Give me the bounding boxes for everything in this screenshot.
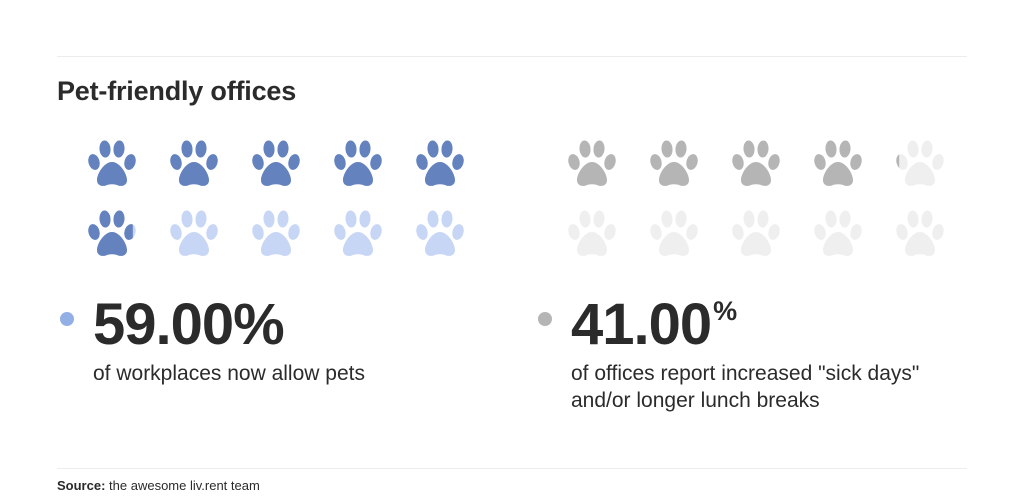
paw-grid-sick-days [566, 138, 946, 268]
paw-icon [732, 140, 780, 186]
paw-icon [252, 140, 300, 186]
workplaces-description: of workplaces now allow pets [93, 362, 365, 385]
paw-grid-workplaces [86, 138, 466, 268]
paw-icon [650, 210, 698, 256]
paw-icon [896, 140, 944, 186]
paw-icon [814, 210, 862, 256]
workplaces-dot-icon [60, 312, 74, 326]
paw-icon [896, 210, 944, 256]
paw-icon [252, 210, 300, 256]
sick-days-description: of offices report increased "sick days" … [571, 362, 920, 412]
paw-icon [568, 210, 616, 256]
source-label: Source: [57, 478, 106, 493]
workplaces-value-percent: % [233, 292, 285, 357]
paw-icon [88, 210, 136, 256]
sick-days-dot-icon [538, 312, 552, 326]
sick-days-stat-value: 41.00% [571, 296, 737, 354]
source-text: the awesome liv.rent team [109, 478, 260, 493]
paw-icon [416, 210, 464, 256]
paw-icon [170, 140, 218, 186]
paw-icon [814, 140, 862, 186]
paw-icon [170, 210, 218, 256]
paw-icon [568, 140, 616, 186]
paw-icon [88, 140, 136, 186]
paw-icon [732, 210, 780, 256]
paw-icon [334, 210, 382, 256]
top-divider [57, 56, 967, 57]
bottom-divider [57, 468, 967, 469]
workplaces-value-number: 59.00 [93, 292, 234, 357]
sick-days-value-number: 41.00 [571, 292, 712, 357]
sick-days-value-percent: % [713, 296, 737, 326]
workplaces-stat-value: 59.00% [93, 296, 285, 354]
paw-icon [650, 140, 698, 186]
source-note: Source: the awesome liv.rent team [57, 478, 260, 493]
page-title: Pet-friendly offices [57, 76, 297, 106]
paw-icon [334, 140, 382, 186]
paw-icon [416, 140, 464, 186]
